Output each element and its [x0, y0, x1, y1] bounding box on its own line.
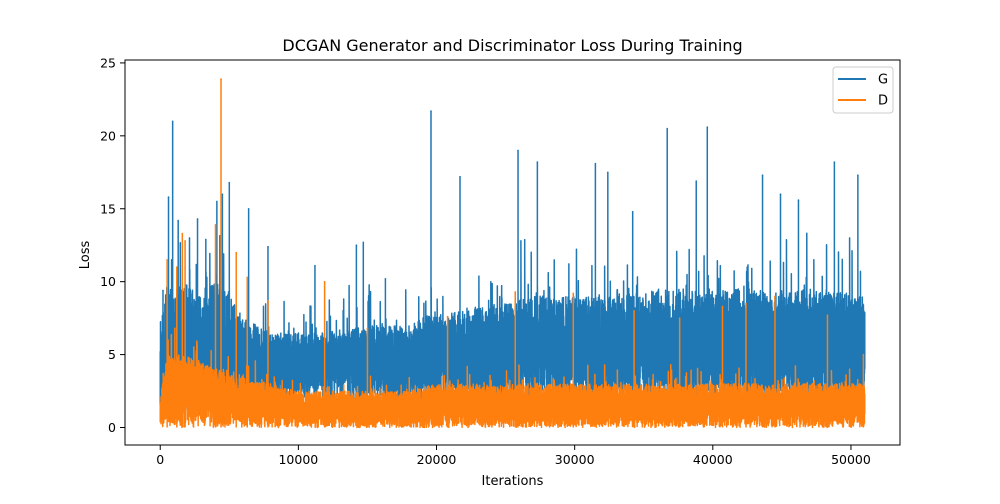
- series-G-spike-point: [706, 126, 709, 128]
- x-tick-label: 10000: [278, 452, 318, 467]
- series-D-spike-point: [774, 295, 776, 298]
- y-axis-label: Loss: [78, 241, 93, 270]
- series-D-spike-point: [826, 314, 829, 317]
- series-D-spike-point: [572, 292, 575, 295]
- series-G-spike-point: [247, 207, 250, 210]
- series-G-spike-point: [607, 171, 609, 174]
- series-line-D: [159, 78, 866, 429]
- series-D-spike-point: [184, 240, 186, 242]
- series-D-spike-point: [366, 327, 369, 330]
- series-D-spike-point: [862, 353, 865, 356]
- series-G-spike-point: [314, 264, 316, 267]
- series-D-spike-point: [678, 317, 681, 319]
- series-D-spike-point: [181, 232, 184, 235]
- series-D-spike-point: [214, 223, 217, 226]
- axes: 0 10000 20000 30000 40000 50000 0 5 10 15 20 25: [100, 55, 901, 467]
- series-D-spike-point: [323, 280, 326, 283]
- series-G-spike-point: [384, 277, 387, 280]
- series-D-spike-point: [633, 310, 635, 312]
- series-G-spike-point: [517, 149, 519, 152]
- series-D-spike-point: [246, 276, 249, 279]
- series-line-G: [159, 111, 866, 418]
- series-G-spike-point: [536, 161, 539, 163]
- series-G-spike-point: [779, 193, 782, 195]
- x-axis-label: Iterations: [482, 474, 544, 489]
- y-tick-label: 25: [100, 55, 116, 70]
- series-G-spike-point: [196, 218, 199, 220]
- series-G-spike-point: [631, 210, 634, 213]
- series-G-spike-point: [857, 174, 859, 177]
- series-D-spike-point: [176, 266, 178, 268]
- series-G-spike-point: [695, 180, 698, 182]
- x-tick-label: 30000: [555, 452, 595, 467]
- series-G-spike-point: [228, 181, 231, 184]
- series-G-spike-point: [267, 245, 269, 248]
- series-D-spike-point: [235, 251, 238, 254]
- y-tick-label: 0: [108, 420, 116, 435]
- series-G-spike-point: [362, 241, 365, 244]
- x-tick-label: 0: [156, 452, 164, 467]
- series-G-spike-point: [833, 161, 836, 163]
- y-tick-label: 15: [100, 201, 116, 216]
- series-G-spike-point: [216, 200, 218, 203]
- series-G-spike-point: [797, 199, 800, 201]
- series-D-spike-point: [514, 291, 517, 293]
- series-G-spike-point: [177, 219, 179, 222]
- x-tick-label: 40000: [693, 452, 733, 467]
- series-G-spike-point: [355, 244, 358, 247]
- series-G-spike-point: [221, 193, 224, 195]
- legend-label-G: G: [878, 73, 888, 88]
- y-tick-label: 20: [100, 128, 116, 143]
- series-D-spike-point: [166, 258, 168, 261]
- legend-label-D: D: [878, 94, 888, 109]
- series-G-spike-point: [761, 174, 764, 177]
- series-D-spike-point: [745, 302, 747, 305]
- x-tick-label: 50000: [831, 452, 871, 467]
- chart-title: DCGAN Generator and Discriminator Loss D…: [282, 36, 742, 55]
- plot-frame: [124, 59, 901, 446]
- series-G-spike-point: [594, 162, 597, 165]
- series-G-spike-point: [167, 196, 170, 198]
- x-tick-label: 20000: [417, 452, 457, 467]
- series-G-spike-point: [666, 127, 669, 130]
- series-D-spike-point: [220, 78, 222, 80]
- y-tick-label: 10: [100, 274, 116, 289]
- series-G-spike-point: [205, 238, 207, 241]
- legend: GD: [832, 66, 894, 114]
- series-D-spike-point: [267, 299, 269, 302]
- series-G-spike-point: [162, 289, 164, 292]
- series-G-spike-point: [459, 175, 461, 178]
- series-G-spike-point: [430, 110, 432, 112]
- y-tick-label: 5: [108, 347, 116, 362]
- series-D-spike-point: [721, 305, 724, 308]
- series-D-spike-point: [446, 315, 449, 318]
- series-G-spike-point: [171, 120, 174, 123]
